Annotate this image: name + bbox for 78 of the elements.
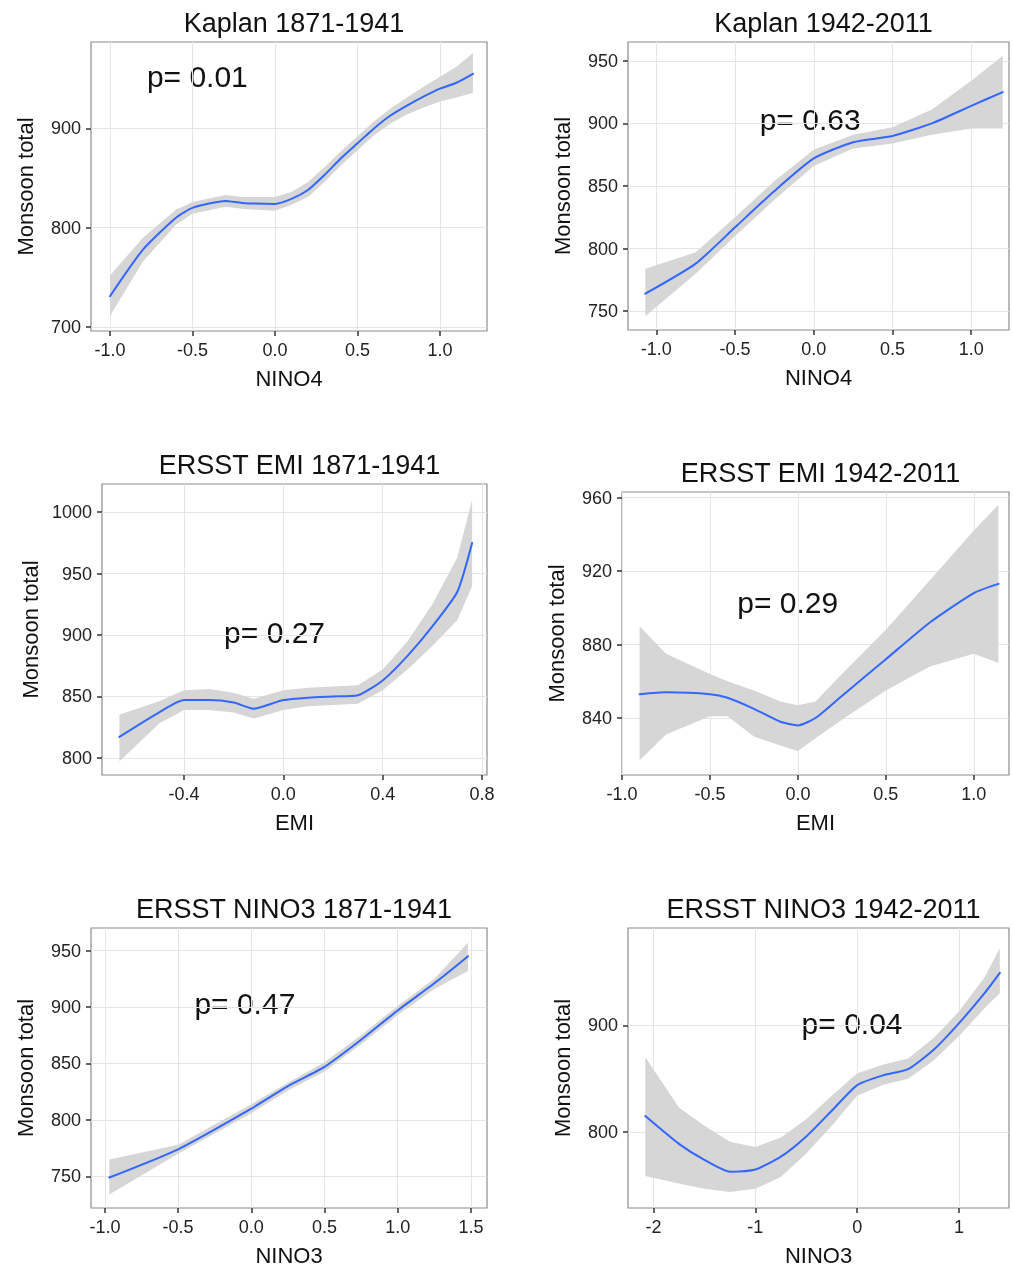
x-tick-label: 0.5: [879, 339, 906, 359]
x-tick-label: -0.5: [162, 1217, 194, 1237]
x-tick-label: 0.0: [270, 784, 296, 804]
y-tick-label: 850: [587, 176, 618, 196]
x-tick-label: 1.0: [385, 1217, 411, 1237]
chart-title: ERSST NINO3 1942-2011: [666, 893, 981, 924]
x-tick-label: -0.5: [176, 340, 208, 360]
y-tick-label: 750: [50, 1166, 81, 1187]
x-tick-label: 1.0: [958, 339, 984, 359]
line-series: [638, 582, 1000, 727]
y-tick-label: 800: [50, 1109, 81, 1130]
x-axis-title: NINO4: [255, 365, 323, 391]
x-tick-label: 0: [852, 1217, 863, 1237]
x-tick-label: 0.5: [344, 340, 370, 360]
x-tick-label: -1.0: [640, 339, 672, 359]
y-tick-label: 900: [50, 118, 81, 139]
y-axis-title: Monsoon total: [12, 117, 38, 256]
chart-title: ERSST NINO3 1871-1941: [135, 893, 453, 924]
x-tick-label: 0.0: [262, 340, 288, 360]
y-axis-title: Monsoon total: [543, 564, 569, 703]
x-tick-label: 0.5: [311, 1217, 338, 1237]
x-tick-label: 1.0: [961, 784, 987, 804]
y-axis-title: Monsoon total: [12, 998, 38, 1138]
chart-title: Kaplan 1871-1941: [183, 7, 405, 38]
y-tick-label: 900: [50, 997, 81, 1018]
y-tick-label: 800: [587, 1122, 618, 1143]
annotation: p= 0.27: [224, 615, 326, 649]
x-tick-label: -0.5: [719, 339, 751, 359]
y-axis-title: Monsoon total: [17, 560, 43, 699]
line-series: [118, 541, 474, 738]
y-tick-label: 840: [581, 708, 612, 729]
x-tick-label: 0.0: [238, 1217, 264, 1237]
x-tick-label: -2: [645, 1217, 662, 1237]
y-tick-label: 900: [587, 113, 618, 134]
x-tick-label: 0.8: [469, 784, 495, 804]
x-tick-label: 1.5: [458, 1217, 484, 1237]
x-tick-label: 1: [954, 1217, 965, 1237]
chart-title: Kaplan 1942-2011: [714, 7, 933, 38]
y-tick-label: 800: [50, 217, 81, 238]
y-tick-label: 850: [61, 686, 92, 707]
x-axis-title: EMI: [274, 809, 315, 835]
x-axis-title: NINO3: [784, 1242, 853, 1268]
y-tick-label: 880: [581, 634, 612, 655]
x-tick-label: -1.0: [606, 784, 638, 804]
x-tick-label: -0.4: [168, 784, 200, 804]
x-tick-label: 0.0: [785, 784, 811, 804]
x-tick-label: 0.5: [873, 784, 899, 804]
y-axis-title: Monsoon total: [549, 116, 575, 256]
x-tick-label: -0.5: [694, 784, 726, 804]
x-tick-label: 0.0: [801, 339, 827, 359]
y-tick-label: 850: [50, 1053, 81, 1074]
y-tick-label: 750: [587, 301, 618, 322]
x-tick-label: -1: [747, 1217, 764, 1237]
x-tick-label: 0.4: [370, 784, 396, 804]
y-tick-label: 800: [587, 238, 618, 259]
y-tick-label: 920: [581, 561, 612, 582]
x-tick-label: -1.0: [94, 340, 126, 360]
x-tick-label: -1.0: [89, 1217, 121, 1237]
x-tick-label: 1.0: [427, 340, 453, 360]
y-tick-label: 950: [587, 50, 618, 71]
y-tick-label: 1000: [51, 502, 92, 523]
y-tick-label: 700: [50, 317, 81, 338]
line-series: [644, 91, 1004, 295]
y-tick-label: 950: [61, 563, 92, 584]
y-tick-label: 950: [50, 940, 81, 961]
chart-title: ERSST EMI 1942-2011: [680, 457, 961, 488]
x-axis-title: EMI: [795, 809, 836, 835]
y-tick-label: 960: [581, 487, 612, 508]
chart-title: ERSST EMI 1871-1941: [158, 449, 441, 480]
y-tick-label: 900: [61, 625, 92, 646]
y-tick-label: 900: [587, 1015, 618, 1036]
y-tick-label: 800: [61, 747, 92, 768]
annotation: p= 0.01: [146, 60, 248, 94]
x-axis-title: NINO3: [255, 1242, 323, 1268]
x-axis-title: NINO4: [784, 364, 853, 390]
annotation: p= 0.29: [737, 585, 839, 619]
y-axis-title: Monsoon total: [549, 998, 575, 1138]
line-series: [644, 971, 1001, 1173]
